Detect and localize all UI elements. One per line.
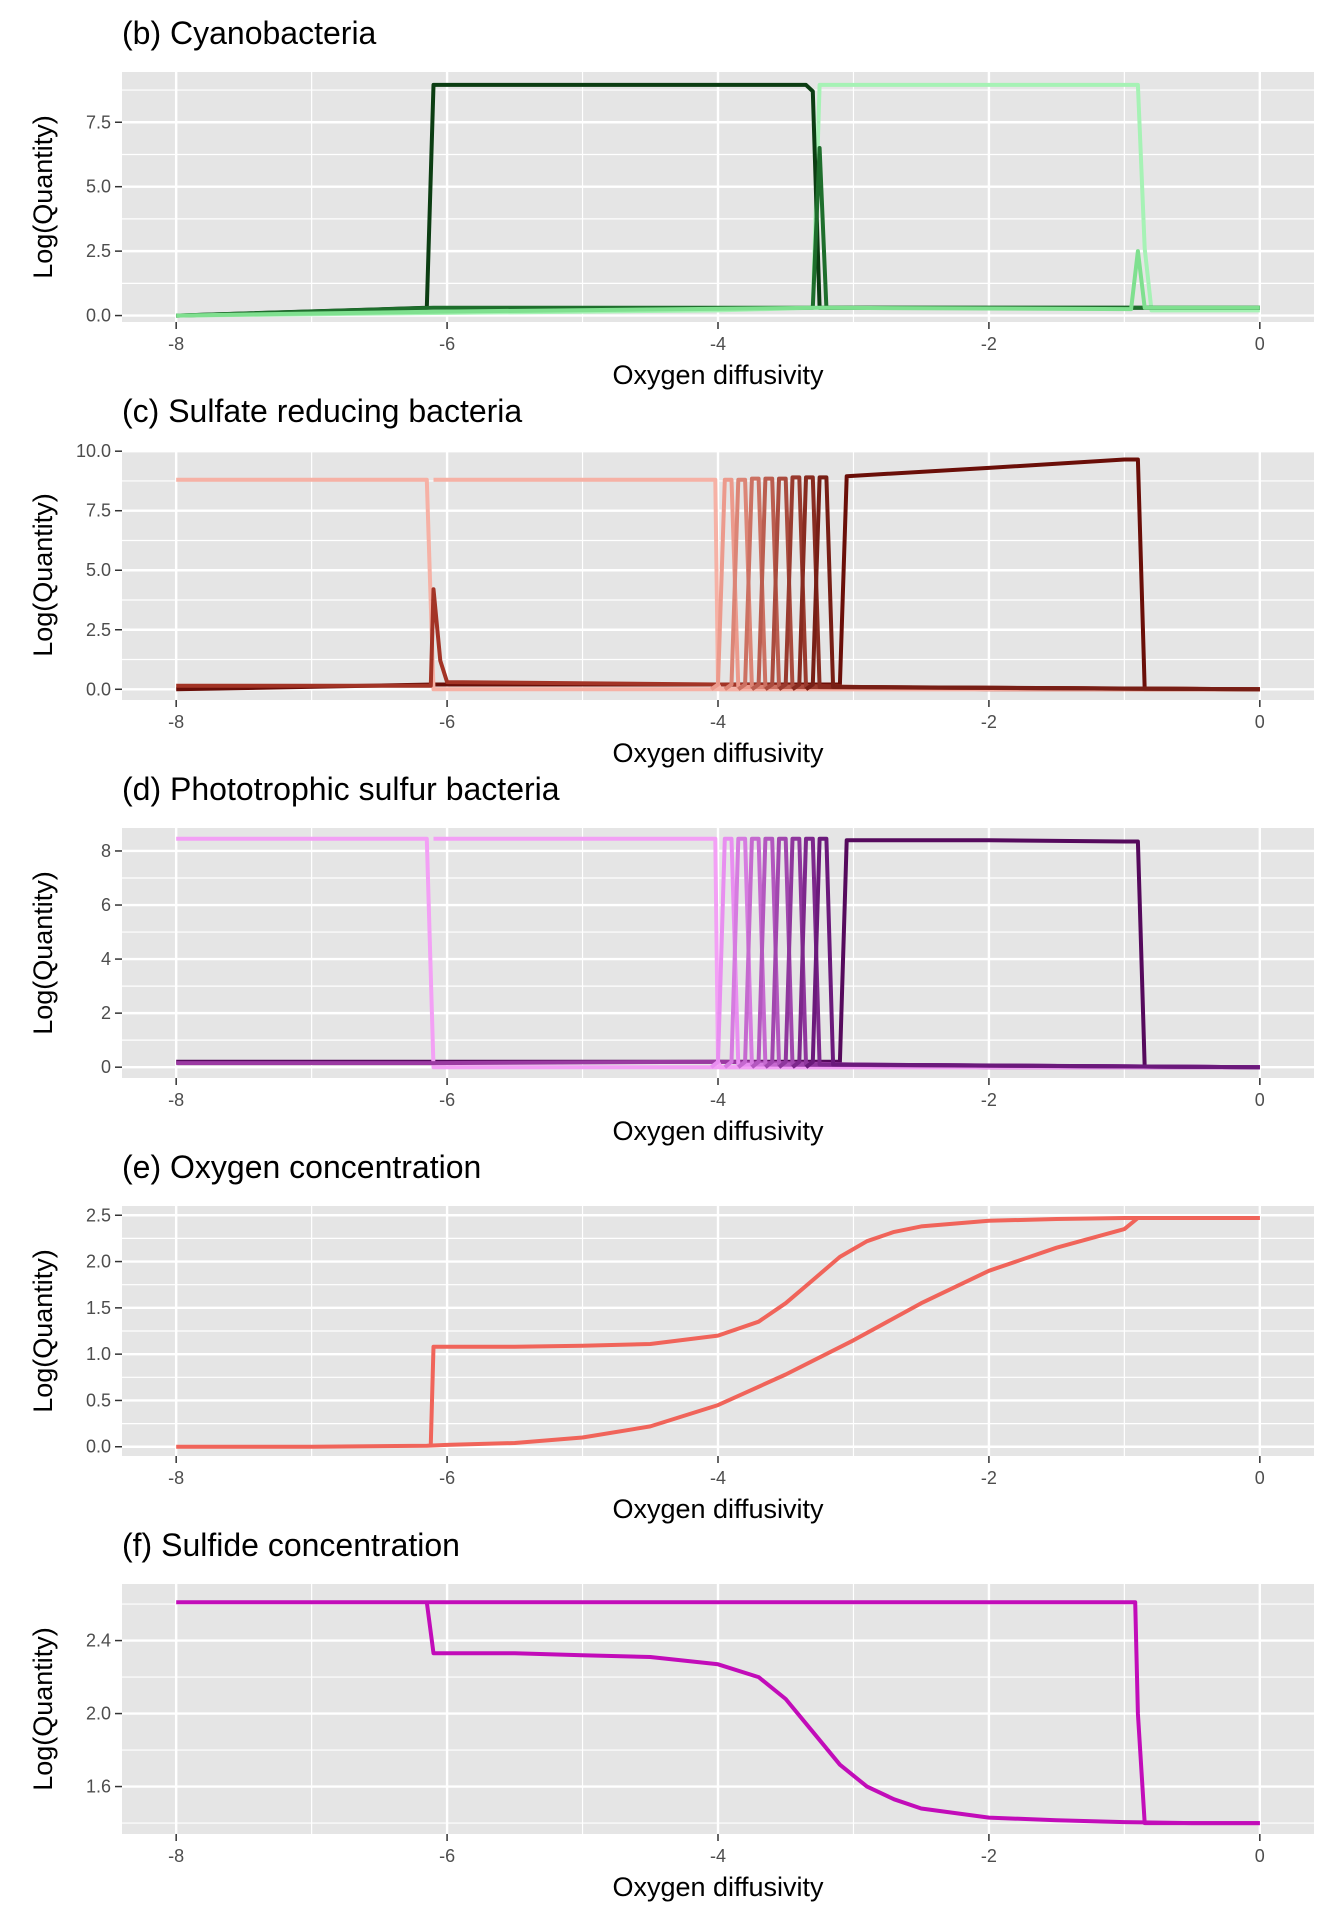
x-tick-label: 0 — [1255, 712, 1265, 732]
panel-title-b: (b) Cyanobacteria — [122, 15, 377, 51]
x-tick-label: 0 — [1255, 1468, 1265, 1488]
x-tick-label: -6 — [439, 1090, 455, 1110]
series-line-d-12 — [804, 836, 1260, 1070]
panel-c: (c) Sulfate reducing bacteria -8 -6 -4 -2 0 0.… — [28, 393, 1314, 768]
y-tick-label: 2.4 — [86, 1631, 111, 1651]
y-tick-label: 8 — [101, 841, 111, 861]
series-group — [176, 1600, 1260, 1826]
y-tick-label: 2.5 — [86, 1205, 111, 1225]
y-tick-label: 5.0 — [86, 177, 111, 197]
x-tick-label: -8 — [168, 334, 184, 354]
series-line-c-12 — [804, 475, 1260, 692]
x-tick-label: -6 — [439, 334, 455, 354]
y-tick-label: 4 — [101, 949, 111, 969]
x-axis-label: Oxygen diffusivity — [612, 738, 824, 768]
x-tick-label: -4 — [710, 334, 726, 354]
y-tick-label: 7.5 — [86, 501, 111, 521]
panel-d: (d) Phototrophic sulfur bacteria -8 -6 -4 -2… — [28, 771, 1314, 1146]
x-axis-label: Oxygen diffusivity — [612, 360, 824, 390]
x-tick-label: -2 — [981, 712, 997, 732]
x-tick-label: 0 — [1255, 334, 1265, 354]
series-group — [176, 1216, 1260, 1449]
y-tick-label: 1.0 — [86, 1344, 111, 1364]
y-tick-label: 0.0 — [86, 679, 111, 699]
x-tick-label: -8 — [168, 1468, 184, 1488]
y-tick-label: 2.5 — [86, 241, 111, 261]
grid — [122, 72, 1314, 322]
y-tick-label: 10.0 — [76, 441, 111, 461]
panel-title-f: (f) Sulfide concentration — [122, 1527, 460, 1563]
y-tick-label: 0.5 — [86, 1390, 111, 1410]
series-group — [176, 82, 1260, 318]
y-tick-label: 5.0 — [86, 560, 111, 580]
y-tick-label: 1.6 — [86, 1777, 111, 1797]
series-line-e-1 — [176, 1216, 1260, 1449]
y-tick-label: 1.5 — [86, 1298, 111, 1318]
y-tick-label: 0.0 — [86, 1437, 111, 1457]
x-tick-label: -6 — [439, 1846, 455, 1866]
y-tick-label: 2.0 — [86, 1704, 111, 1724]
y-tick-label: 2.0 — [86, 1252, 111, 1272]
panel-e: (e) Oxygen concentration -8 -6 -4 -2 0 0.0 0.5 1… — [28, 1149, 1314, 1524]
y-tick-label: 6 — [101, 895, 111, 915]
y-tick-label: 0.0 — [86, 306, 111, 326]
y-axis-label: Log(Quantity) — [28, 115, 58, 279]
x-tick-label: -4 — [710, 1468, 726, 1488]
x-tick-label: -4 — [710, 1846, 726, 1866]
y-axis-label: Log(Quantity) — [28, 493, 58, 657]
x-axis-label: Oxygen diffusivity — [612, 1116, 824, 1146]
y-axis-label: Log(Quantity) — [28, 1627, 58, 1791]
x-tick-label: -8 — [168, 1090, 184, 1110]
series-line-f-2 — [424, 1601, 1260, 1826]
x-tick-label: -2 — [981, 1090, 997, 1110]
grid — [122, 1206, 1314, 1456]
x-tick-label: -4 — [710, 1090, 726, 1110]
x-tick-label: -6 — [439, 1468, 455, 1488]
panel-b: (b) Cyanobacteria -8 -6 -4 -2 0 0.0 2.5 5.0 7.5 Ox… — [28, 15, 1314, 390]
x-tick-label: -4 — [710, 712, 726, 732]
x-tick-label: 0 — [1255, 1090, 1265, 1110]
x-tick-label: 0 — [1255, 1846, 1265, 1866]
panel-f: (f) Sulfide concentration -8 -6 -4 -2 0 1.6 2.0… — [28, 1527, 1314, 1902]
series-line-b-4 — [176, 249, 1260, 318]
x-tick-label: -6 — [439, 712, 455, 732]
x-axis-label: Oxygen diffusivity — [612, 1872, 824, 1902]
x-tick-label: -8 — [168, 712, 184, 732]
x-tick-label: -2 — [981, 334, 997, 354]
panel-title-e: (e) Oxygen concentration — [122, 1149, 481, 1185]
series-line-f-1 — [176, 1600, 1260, 1826]
panel-title-c: (c) Sulfate reducing bacteria — [122, 393, 522, 429]
y-axis-label: Log(Quantity) — [28, 871, 58, 1035]
y-tick-label: 0 — [101, 1057, 111, 1077]
panel-title-d: (d) Phototrophic sulfur bacteria — [122, 771, 560, 807]
x-tick-label: -2 — [981, 1846, 997, 1866]
series-group — [176, 457, 1260, 692]
x-axis-label: Oxygen diffusivity — [612, 1494, 824, 1524]
y-tick-label: 2.5 — [86, 620, 111, 640]
x-tick-label: -2 — [981, 1468, 997, 1488]
series-group — [176, 836, 1260, 1070]
y-axis-label: Log(Quantity) — [28, 1249, 58, 1413]
y-tick-label: 2 — [101, 1003, 111, 1023]
series-line-e-2 — [428, 1216, 1260, 1445]
y-tick-label: 7.5 — [86, 112, 111, 132]
x-tick-label: -8 — [168, 1846, 184, 1866]
